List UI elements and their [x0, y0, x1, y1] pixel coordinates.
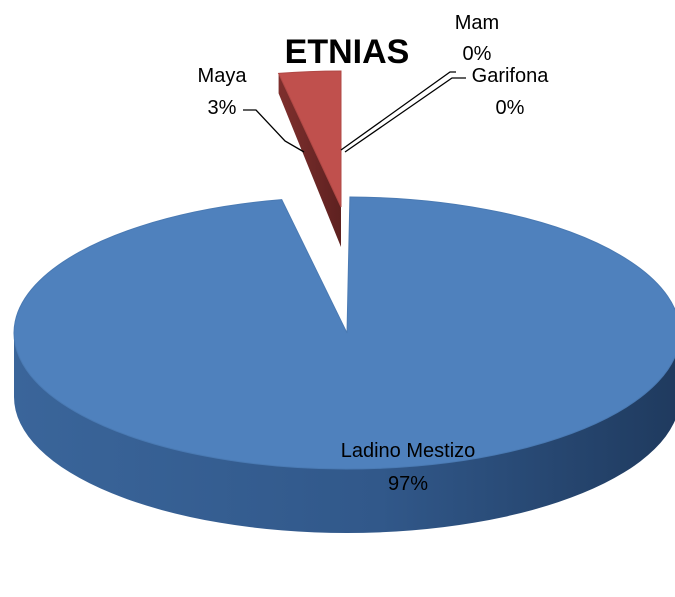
label-ladino-mestizo-name: Ladino Mestizo	[341, 440, 476, 462]
label-garifona-value: 0%	[496, 97, 525, 119]
label-garifona-name: Garifona	[472, 65, 550, 87]
leader-line-maya	[243, 109, 305, 153]
slice-maya-side	[278, 73, 341, 247]
chart-title: ETNIAS	[285, 33, 410, 71]
leader-line-garifona	[344, 77, 466, 153]
label-ladino-mestizo-value: 97%	[388, 473, 428, 495]
label-maya-value: 3%	[208, 97, 237, 119]
slice-maya	[277, 70, 342, 208]
label-maya-name: Maya	[198, 65, 248, 87]
label-mam-name: Mam	[455, 12, 499, 34]
slice-ladino-mestizo-side	[14, 333, 675, 533]
leader-line-mam	[340, 71, 456, 151]
label-mam-value: 0%	[463, 43, 492, 65]
slice-ladino-mestizo	[13, 196, 675, 470]
